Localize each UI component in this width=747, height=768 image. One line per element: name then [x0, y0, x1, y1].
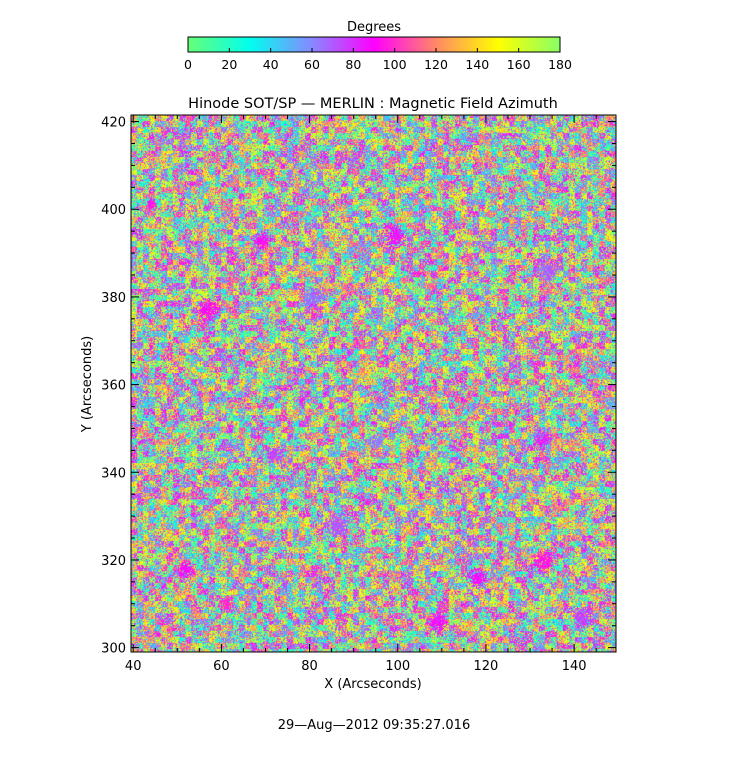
- y-axis: 300 320 340 360 380 400 420: [101, 116, 616, 657]
- x-tick-label: 60: [213, 659, 230, 674]
- x-tick-label: 140: [562, 659, 587, 674]
- colorbar-label: Degrees: [347, 20, 401, 35]
- y-tick-label: 360: [101, 379, 126, 394]
- timestamp: 29—Aug—2012 09:35:27.016: [278, 718, 470, 733]
- x-tick-label: 120: [474, 659, 499, 674]
- y-tick-label: 420: [101, 116, 126, 131]
- colorbar-tick-label: 40: [263, 57, 279, 72]
- colorbar-ticks: 0 20 40 60 80 100 120 140 160 180: [184, 48, 572, 72]
- colorbar-tick-label: 0: [184, 57, 192, 72]
- x-axis-label: X (Arcseconds): [324, 677, 421, 692]
- y-axis-label: Y (Arcseconds): [80, 336, 95, 433]
- x-tick-label: 40: [125, 659, 142, 674]
- colorbar-tick-label: 100: [383, 57, 407, 72]
- plot-frame: [130, 114, 617, 653]
- colorbar-tick-label: 60: [304, 57, 320, 72]
- y-tick-label: 300: [101, 642, 126, 657]
- colorbar-tick-label: 160: [507, 57, 531, 72]
- x-axis: 40 60 80 100 120 140: [125, 115, 597, 674]
- azimuth-map: [131, 115, 616, 652]
- y-tick-label: 340: [101, 466, 126, 481]
- y-tick-label: 380: [101, 291, 126, 306]
- y-tick-label: 320: [101, 554, 126, 569]
- colorbar-tick-label: 80: [345, 57, 361, 72]
- x-tick-label: 80: [301, 659, 318, 674]
- x-tick-label: 100: [385, 659, 410, 674]
- colorbar-tick-label: 180: [548, 57, 572, 72]
- colorbar-tick-label: 140: [465, 57, 489, 72]
- colorbar-tick-label: 120: [424, 57, 448, 72]
- colorbar: [187, 36, 561, 53]
- chart-title: Hinode SOT/SP — MERLIN : Magnetic Field …: [188, 96, 558, 112]
- y-tick-label: 400: [101, 203, 126, 218]
- colorbar-tick-label: 20: [221, 57, 237, 72]
